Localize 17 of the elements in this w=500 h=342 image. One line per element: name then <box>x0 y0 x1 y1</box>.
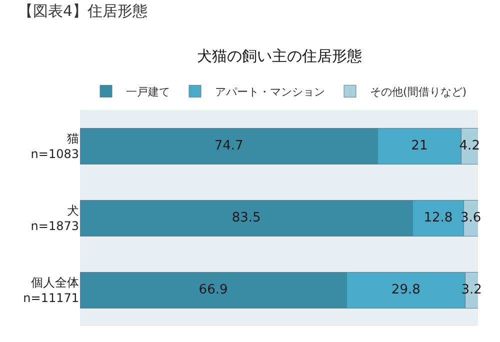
chart-subtitle: 犬猫の飼い主の住居形態 <box>197 47 362 65</box>
legend-label: その他(間借りなど) <box>370 85 467 98</box>
y-tick-label: 個人全体 n=11171 <box>23 275 79 305</box>
data-label: 4.2 <box>459 138 480 154</box>
data-label: 3.2 <box>461 282 482 298</box>
data-label: 29.8 <box>391 282 420 298</box>
y-tick-label: 猫 n=1083 <box>30 131 79 161</box>
data-label: 74.7 <box>214 138 244 154</box>
data-label: 12.8 <box>424 210 453 226</box>
y-tick-label: 犬 n=1873 <box>30 203 79 233</box>
data-label: 3.6 <box>460 210 482 226</box>
data-label: 83.5 <box>232 210 261 226</box>
legend-label: 一戸建て <box>126 85 170 98</box>
chart-title: 【図表4】住居形態 <box>18 2 148 20</box>
legend-label: アパート・マンション <box>215 85 325 98</box>
data-label: 66.9 <box>198 282 228 298</box>
data-label: 21 <box>411 138 428 154</box>
